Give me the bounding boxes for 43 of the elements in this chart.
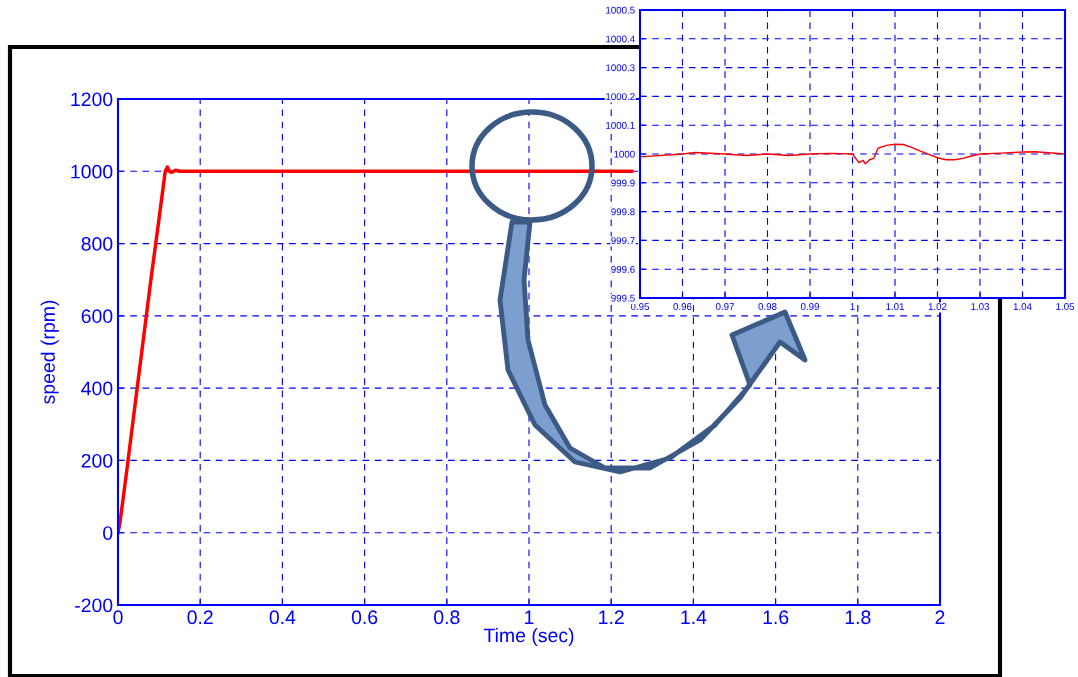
y-tick-label: 1000 (71, 164, 113, 179)
x-tick-label: 0.98 (758, 303, 777, 310)
x-tick-label: 0.4 (269, 610, 296, 625)
y-axis-title: speed (rpm) (40, 300, 59, 404)
x-tick-label: 0 (113, 610, 123, 625)
x-tick-label: 1 (525, 610, 534, 624)
x-axis-title: Time (sec) (483, 627, 574, 647)
x-tick-label: 1.05 (1056, 303, 1075, 310)
y-tick-label: 400 (81, 381, 113, 396)
x-tick-label: 2 (935, 610, 945, 624)
line-series (640, 143, 1065, 165)
x-tick-label: 1.03 (971, 303, 990, 310)
y-tick-label: 999.7 (611, 237, 635, 245)
x-tick-label: 0.8 (434, 610, 460, 625)
x-tick-label: 1.04 (1013, 303, 1032, 310)
y-tick-label: 1000.1 (606, 121, 635, 129)
y-tick-label: 600 (81, 309, 113, 324)
x-tick-label: 0.97 (715, 303, 734, 310)
x-tick-label: 1.4 (681, 610, 707, 624)
y-tick-label: 1000.4 (606, 35, 635, 43)
y-tick-label: 800 (81, 237, 113, 251)
y-tick-label: 200 (81, 453, 113, 468)
y-tick-label: 1200 (71, 92, 113, 107)
y-tick-label: 999.6 (611, 265, 635, 273)
y-tick-label: 1000 (614, 150, 635, 158)
y-tick-label: -200 (75, 598, 113, 613)
y-tick-label: 999.8 (611, 208, 635, 216)
y-tick-label: 999.5 (611, 294, 635, 302)
x-tick-label: 0.2 (187, 610, 213, 625)
y-tick-label: 0 (103, 526, 113, 540)
x-tick-label: 0.6 (351, 610, 378, 625)
x-tick-label: 1.6 (763, 610, 789, 625)
x-tick-label: 0.96 (673, 303, 692, 310)
y-tick-label: 1000.3 (606, 64, 635, 72)
x-tick-label: 1 (850, 303, 855, 310)
x-tick-label: 1.2 (599, 610, 624, 624)
x-tick-label: 0.99 (800, 303, 819, 310)
y-tick-label: 1000.2 (606, 93, 635, 101)
y-tick-label: 1000.5 (606, 6, 635, 14)
x-tick-label: 1.02 (928, 303, 947, 310)
y-tick-label: 999.9 (611, 179, 635, 187)
x-tick-label: 1.8 (845, 610, 871, 625)
x-tick-label: 1.01 (886, 303, 904, 310)
